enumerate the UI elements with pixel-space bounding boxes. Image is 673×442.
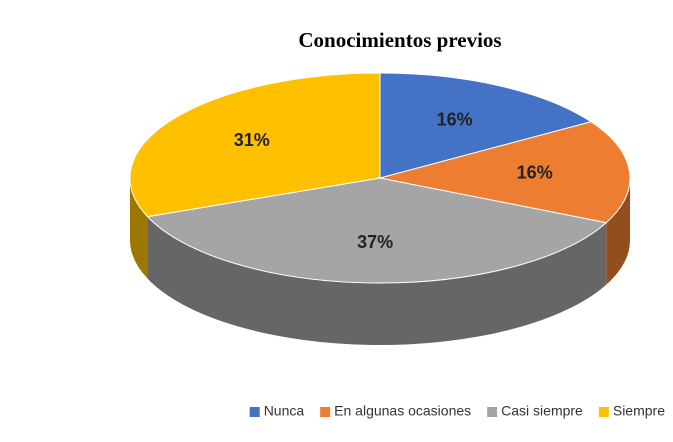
- slice: [129, 72, 381, 279]
- slice: [379, 72, 593, 179]
- legend-swatch: [320, 407, 331, 417]
- slice-side: [130, 178, 148, 279]
- chart-title: Conocimientos previos: [298, 28, 501, 52]
- legend-label: En algunas ocasiones: [334, 403, 471, 419]
- slice: [379, 121, 631, 285]
- slice-side: [147, 216, 607, 346]
- data-label: 16%: [517, 163, 553, 183]
- legend-label: Siempre: [613, 403, 665, 419]
- data-label: 31%: [234, 130, 270, 150]
- slice: [146, 177, 608, 346]
- slice-top: [129, 72, 381, 218]
- legend-swatch: [598, 407, 609, 417]
- legend-label: Casi siempre: [501, 403, 583, 419]
- slice-top: [146, 177, 608, 284]
- slice-side: [606, 178, 630, 285]
- legend-swatch: [487, 407, 498, 417]
- slice-top: [379, 72, 593, 179]
- data-label: 37%: [357, 232, 393, 252]
- legend-label: Nunca: [264, 403, 305, 419]
- legend-swatch: [249, 407, 260, 417]
- data-label: 16%: [437, 110, 473, 130]
- slice-top: [379, 121, 631, 224]
